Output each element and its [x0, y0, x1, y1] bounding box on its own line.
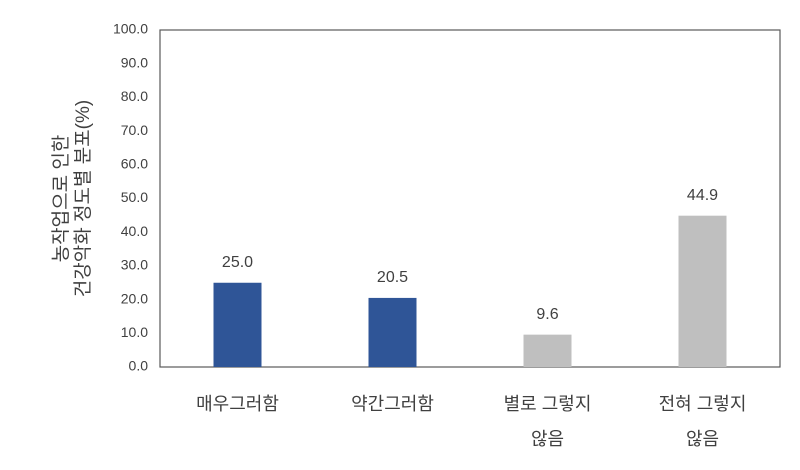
value-label: 44.9	[687, 187, 718, 204]
y-axis-label: 농작업으로 인한	[50, 135, 72, 263]
bar	[678, 215, 727, 367]
bar	[213, 282, 262, 367]
y-tick-label: 90.0	[121, 54, 148, 70]
y-tick-label: 80.0	[121, 88, 148, 104]
value-label: 25.0	[222, 254, 253, 271]
y-tick-label: 70.0	[121, 122, 148, 138]
bar	[523, 334, 572, 367]
y-tick-label: 0.0	[129, 358, 149, 374]
x-tick-label: 별로 그렇지 않음	[503, 394, 592, 449]
y-tick-label: 40.0	[121, 223, 148, 239]
value-label: 9.6	[536, 306, 558, 323]
x-tick-label: 매우그러함	[196, 394, 279, 414]
y-tick-label: 50.0	[121, 189, 148, 205]
x-tick-label: 전혀 그렇지 않음	[658, 394, 747, 449]
value-label: 20.5	[377, 269, 408, 286]
y-tick-label: 10.0	[121, 324, 148, 340]
x-tick-label: 약간그러함	[351, 394, 434, 414]
y-tick-label: 20.0	[121, 290, 148, 306]
y-tick-label: 60.0	[121, 156, 148, 172]
y-tick-label: 100.0	[113, 21, 148, 37]
y-tick-label: 30.0	[121, 257, 148, 273]
plot-frame	[159, 29, 781, 368]
bar	[368, 297, 417, 367]
y-axis-label: 건강악화 정도별 분포(%)	[72, 100, 94, 297]
